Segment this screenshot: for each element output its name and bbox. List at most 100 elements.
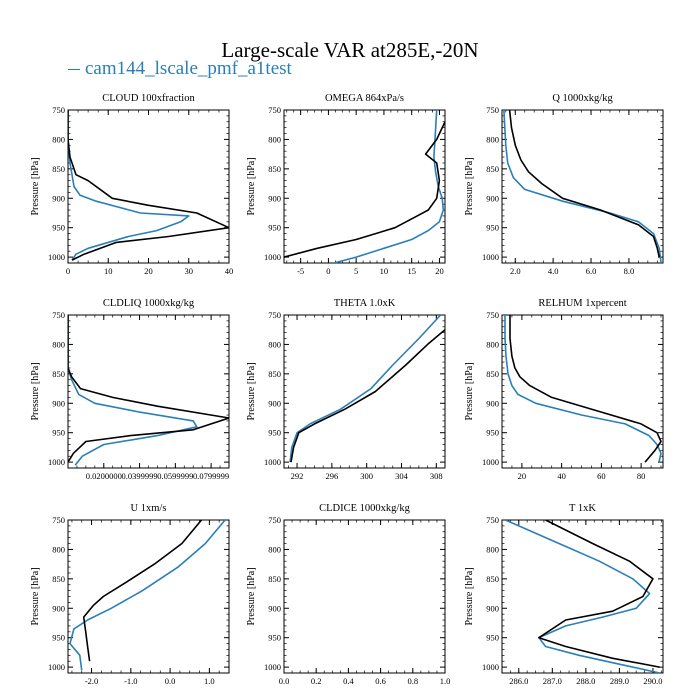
y-tick-label: 850 bbox=[268, 574, 281, 584]
x-tick-label: 5 bbox=[354, 266, 358, 276]
x-tick-label: 0.0 bbox=[165, 676, 176, 686]
y-tick-label: 850 bbox=[52, 574, 65, 584]
x-tick-label: 296 bbox=[325, 471, 338, 481]
y-tick-label: 950 bbox=[486, 633, 499, 643]
reference-series-line bbox=[509, 315, 662, 463]
x-tick-label: 0 bbox=[326, 266, 330, 276]
test-series-line bbox=[503, 110, 662, 263]
y-tick-label: 800 bbox=[486, 339, 499, 349]
y-tick-label: 750 bbox=[486, 515, 499, 525]
y-tick-label: 750 bbox=[52, 105, 65, 115]
y-tick-label: 800 bbox=[52, 339, 65, 349]
x-tick-label: 4.0 bbox=[548, 266, 559, 276]
x-tick-label: 0.0 bbox=[279, 676, 290, 686]
x-tick-label: 0.4 bbox=[343, 676, 354, 686]
y-tick-label: 850 bbox=[268, 164, 281, 174]
y-axis-label: Pressure [hPa] bbox=[464, 362, 475, 420]
y-tick-label: 850 bbox=[52, 164, 65, 174]
panel-title: CLDICE 1000xkg/kg bbox=[319, 503, 410, 514]
y-tick-label: 900 bbox=[486, 398, 499, 408]
test-series-line bbox=[333, 110, 445, 263]
y-tick-label: 1000 bbox=[48, 457, 65, 467]
reference-series-line bbox=[538, 520, 660, 668]
x-tick-label: 1.0 bbox=[440, 676, 451, 686]
legend-swatch bbox=[68, 69, 80, 71]
panel-4: THETA 1.0xK Pressure [hPa] 750 800 850 900 950… bbox=[246, 298, 446, 481]
x-tick-label: 287.0 bbox=[543, 676, 562, 686]
plot-frame bbox=[283, 314, 446, 469]
x-tick-label: 0.0799999 bbox=[193, 471, 229, 481]
panel-1: OMEGA 864xPa/s Pressure [hPa] 750 800 850 900… bbox=[246, 93, 446, 276]
plot-frame bbox=[67, 109, 230, 264]
x-tick-label: 20 bbox=[518, 471, 527, 481]
x-tick-label: 290.0 bbox=[643, 676, 662, 686]
reference-series-line bbox=[290, 329, 445, 463]
panel-title: Q 1000xkg/kg bbox=[552, 93, 613, 104]
y-tick-label: 750 bbox=[268, 310, 281, 320]
panel-title: CLOUD 100xfraction bbox=[102, 93, 195, 104]
y-tick-label: 950 bbox=[268, 633, 281, 643]
test-series-line bbox=[68, 315, 198, 466]
plot-frame bbox=[283, 109, 446, 264]
y-tick-label: 1000 bbox=[48, 662, 65, 672]
y-tick-label: 950 bbox=[52, 633, 65, 643]
y-tick-label: 950 bbox=[52, 428, 65, 438]
x-tick-label: 40 bbox=[225, 266, 234, 276]
plot-frame bbox=[501, 109, 664, 264]
y-tick-label: 850 bbox=[52, 369, 65, 379]
y-tick-label: 800 bbox=[268, 544, 281, 554]
x-tick-label: 308 bbox=[430, 471, 443, 481]
panel-7: CLDICE 1000xkg/kg Pressure [hPa] 750 800 850… bbox=[246, 503, 450, 686]
x-tick-label: -5 bbox=[297, 266, 304, 276]
x-tick-label: 292 bbox=[291, 471, 304, 481]
reference-series-line bbox=[68, 315, 229, 463]
y-tick-label: 750 bbox=[52, 310, 65, 320]
y-tick-label: 750 bbox=[268, 515, 281, 525]
test-series-line bbox=[505, 520, 660, 673]
panel-title: CLDLIQ 1000xkg/kg bbox=[103, 298, 195, 309]
reference-series-line bbox=[68, 110, 229, 261]
x-tick-label: 0 bbox=[66, 266, 70, 276]
panel-title: T 1xK bbox=[569, 503, 596, 514]
y-tick-label: 850 bbox=[486, 369, 499, 379]
legend-label: cam144_lscale_pmf_a1test bbox=[85, 58, 292, 79]
y-tick-label: 900 bbox=[52, 603, 65, 613]
y-tick-label: 750 bbox=[486, 310, 499, 320]
x-tick-label: 0.0599999 bbox=[157, 471, 193, 481]
y-tick-label: 900 bbox=[486, 603, 499, 613]
panel-5: RELHUM 1xpercent Pressure [hPa] 750 800 850 9… bbox=[464, 298, 664, 481]
y-tick-label: 900 bbox=[268, 603, 281, 613]
x-tick-label: 0.0200000 bbox=[86, 471, 122, 481]
reference-series-line bbox=[82, 520, 203, 662]
panel-0: CLOUD 100xfraction Pressure [hPa] 750 800 85… bbox=[30, 93, 233, 276]
x-tick-label: 0.6 bbox=[375, 676, 386, 686]
panel-title: OMEGA 864xPa/s bbox=[325, 93, 404, 104]
panel-8: T 1xK Pressure [hPa] 750 800 850 900 950 1000 28… bbox=[464, 503, 664, 686]
x-tick-label: 286.0 bbox=[509, 676, 528, 686]
reference-series-line bbox=[508, 110, 660, 258]
y-axis-label: Pressure [hPa] bbox=[30, 362, 41, 420]
y-tick-label: 950 bbox=[268, 223, 281, 233]
panel-title: THETA 1.0xK bbox=[334, 298, 396, 309]
x-tick-label: 80 bbox=[637, 471, 646, 481]
y-tick-label: 800 bbox=[268, 134, 281, 144]
x-tick-label: 20 bbox=[144, 266, 153, 276]
y-tick-label: 800 bbox=[52, 544, 65, 554]
y-tick-label: 800 bbox=[486, 544, 499, 554]
y-tick-label: 1000 bbox=[482, 662, 499, 672]
y-axis-label: Pressure [hPa] bbox=[246, 157, 257, 215]
y-axis-label: Pressure [hPa] bbox=[464, 157, 475, 215]
panel-3: CLDLIQ 1000xkg/kg Pressure [hPa] 750 800 850… bbox=[30, 298, 230, 481]
x-tick-label: 40 bbox=[557, 471, 566, 481]
y-tick-label: 850 bbox=[486, 574, 499, 584]
x-tick-label: 0.8 bbox=[407, 676, 418, 686]
x-tick-label: 2.0 bbox=[510, 266, 521, 276]
x-tick-label: 0.2 bbox=[311, 676, 322, 686]
y-tick-label: 900 bbox=[486, 193, 499, 203]
x-tick-label: 1.0 bbox=[204, 676, 215, 686]
y-axis-label: Pressure [hPa] bbox=[30, 567, 41, 625]
plot-frame bbox=[501, 314, 664, 469]
x-tick-label: 289.0 bbox=[610, 676, 629, 686]
legend: cam144_lscale_pmf_a1test bbox=[68, 58, 292, 80]
